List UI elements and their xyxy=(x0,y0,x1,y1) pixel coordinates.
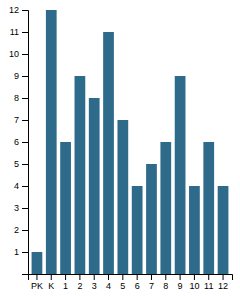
x-tick: 2 xyxy=(77,274,82,291)
x-tick: 6 xyxy=(135,274,140,291)
x-tick: 4 xyxy=(106,274,111,291)
y-tick: 10 xyxy=(9,49,28,59)
bar xyxy=(203,142,214,274)
y-tick-mark xyxy=(22,252,28,253)
x-tick-label: 6 xyxy=(135,281,140,291)
x-tick-label: 7 xyxy=(149,281,154,291)
x-tick-mark xyxy=(94,274,95,280)
x-tick-label: 1 xyxy=(63,281,68,291)
y-tick: 11 xyxy=(10,27,28,37)
y-tick-mark xyxy=(22,98,28,99)
x-tick: 3 xyxy=(92,274,97,291)
y-tick: 9 xyxy=(14,71,28,81)
x-tick-label: 2 xyxy=(77,281,82,291)
y-tick: 6 xyxy=(14,137,28,147)
y-tick: 7 xyxy=(14,115,28,125)
x-tick-mark xyxy=(180,274,181,280)
y-tick-label: 11 xyxy=(10,27,19,37)
bars xyxy=(32,10,229,274)
y-tick-mark xyxy=(22,208,28,209)
y-axis-line xyxy=(22,11,29,275)
x-tick: 5 xyxy=(120,274,125,291)
bar xyxy=(60,142,71,274)
y-tick: 2 xyxy=(14,225,28,235)
y-tick-label: 7 xyxy=(14,115,19,125)
y-tick: 12 xyxy=(9,5,28,15)
y-tick-label: 2 xyxy=(14,225,19,235)
y-tick-label: 3 xyxy=(14,203,19,213)
x-tick-mark xyxy=(36,274,37,280)
x-tick-mark xyxy=(51,274,52,280)
x-tick-mark xyxy=(151,274,152,280)
y-axis: 123456789101112 xyxy=(9,5,29,274)
y-tick-mark xyxy=(22,120,28,121)
x-tick-mark xyxy=(137,274,138,280)
y-tick-label: 12 xyxy=(9,5,19,15)
bar xyxy=(146,164,157,274)
y-tick-label: 1 xyxy=(14,247,19,257)
y-tick: 5 xyxy=(14,159,28,169)
y-tick-mark xyxy=(22,10,28,11)
bar xyxy=(117,120,128,274)
x-tick-mark xyxy=(65,274,66,280)
bar xyxy=(175,76,186,274)
x-tick: PK xyxy=(31,274,43,291)
x-tick: K xyxy=(48,274,54,291)
x-tick-mark xyxy=(165,274,166,280)
x-tick-mark xyxy=(194,274,195,280)
plot: 123456789101112PKK123456789101112 xyxy=(9,5,233,291)
x-tick-label: 12 xyxy=(218,281,228,291)
x-tick-label: 8 xyxy=(163,281,168,291)
y-tick-label: 9 xyxy=(14,71,19,81)
bar xyxy=(189,186,200,274)
y-tick-mark xyxy=(22,142,28,143)
bar xyxy=(32,252,43,274)
x-tick: 7 xyxy=(149,274,154,291)
x-tick: 9 xyxy=(178,274,183,291)
x-tick: 12 xyxy=(218,274,228,291)
x-tick: 10 xyxy=(189,274,199,291)
x-tick-label: 9 xyxy=(178,281,183,291)
x-axis-line xyxy=(29,275,233,281)
x-tick: 11 xyxy=(204,274,213,291)
x-tick-label: PK xyxy=(31,281,43,291)
x-tick-label: K xyxy=(48,281,54,291)
bar xyxy=(218,186,229,274)
x-tick-mark xyxy=(108,274,109,280)
y-tick-label: 6 xyxy=(14,137,19,147)
bar xyxy=(103,32,114,274)
y-tick: 3 xyxy=(14,203,28,213)
x-tick: 1 xyxy=(63,274,68,291)
y-tick-mark xyxy=(22,164,28,165)
y-tick-label: 4 xyxy=(14,181,19,191)
x-tick-mark xyxy=(223,274,224,280)
x-tick-label: 4 xyxy=(106,281,111,291)
x-axis: PKK123456789101112 xyxy=(29,274,233,291)
x-tick-mark xyxy=(208,274,209,280)
x-tick-mark xyxy=(79,274,80,280)
y-tick-label: 10 xyxy=(9,49,19,59)
x-tick-label: 5 xyxy=(120,281,125,291)
y-tick-label: 5 xyxy=(14,159,19,169)
x-tick-label: 3 xyxy=(92,281,97,291)
y-tick-mark xyxy=(22,186,28,187)
x-tick: 8 xyxy=(163,274,168,291)
y-tick-mark xyxy=(22,54,28,55)
y-tick-mark xyxy=(22,32,28,33)
bar xyxy=(75,76,86,274)
x-tick-label: 11 xyxy=(204,281,213,291)
bar xyxy=(132,186,143,274)
y-tick-mark xyxy=(22,76,28,77)
x-tick-mark xyxy=(122,274,123,280)
y-tick-label: 8 xyxy=(14,93,19,103)
bar xyxy=(46,10,57,274)
y-tick: 1 xyxy=(14,247,28,257)
bar xyxy=(160,142,171,274)
x-tick-label: 10 xyxy=(189,281,199,291)
y-tick: 4 xyxy=(14,181,28,191)
bar xyxy=(89,98,100,274)
y-tick-mark xyxy=(22,230,28,231)
y-tick: 8 xyxy=(14,93,28,103)
chart-svg: 123456789101112PKK123456789101112 xyxy=(0,0,240,296)
